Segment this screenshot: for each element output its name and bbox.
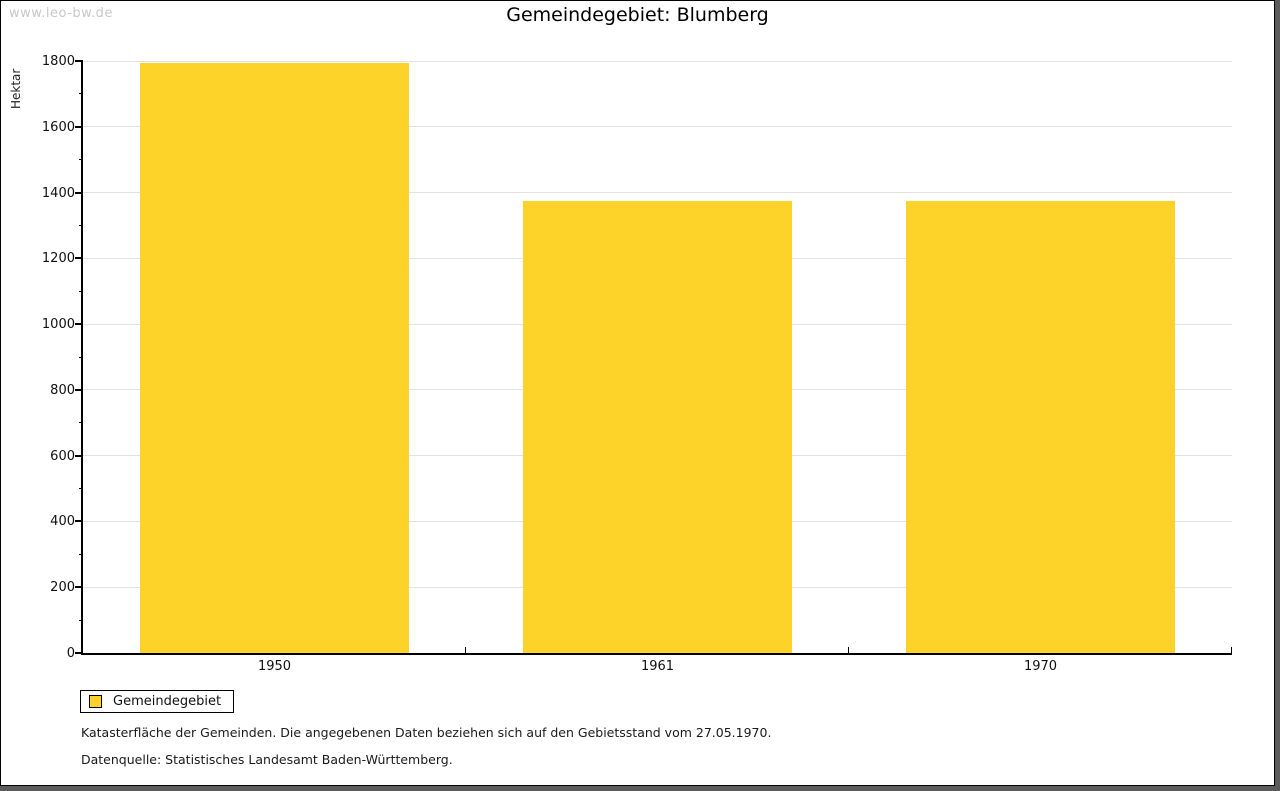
y-axis-major-tick [75, 454, 83, 457]
footnote-datenquelle: Datenquelle: Statistisches Landesamt Bad… [81, 752, 453, 767]
y-axis-tick-label: 1800 [41, 54, 75, 69]
y-axis-label: Hektar [9, 68, 23, 109]
watermark: www.leo-bw.de [9, 6, 113, 21]
y-gridline [83, 60, 1232, 62]
y-axis-tick-label: 600 [50, 448, 75, 464]
x-axis-tick-label: 1961 [640, 659, 675, 674]
y-axis-tick-label: 200 [50, 580, 75, 596]
y-axis-tick-label: 400 [50, 514, 75, 530]
x-axis-tick-label: 1950 [257, 659, 292, 674]
x-axis-line [81, 653, 1232, 655]
y-axis-tick-label: 1200 [41, 251, 75, 267]
legend-label: Gemeindegebiet [113, 694, 222, 709]
legend-box: Gemeindegebiet [80, 690, 235, 713]
x-axis-tick [465, 647, 466, 653]
y-axis-line [81, 61, 83, 653]
y-axis-major-tick [75, 257, 83, 260]
y-axis-tick-label: 1400 [41, 185, 75, 201]
chart-title: Gemeindegebiet: Blumberg [506, 4, 769, 26]
y-axis-tick-label: 1600 [41, 119, 75, 135]
footnote-gebietsstand: Katasterfläche der Gemeinden. Die angege… [81, 725, 772, 740]
y-axis-tick-label: 0 [66, 646, 75, 661]
y-axis-major-tick [75, 323, 83, 326]
y-axis-tick-label: 1000 [41, 317, 75, 333]
y-axis-major-tick [75, 125, 83, 128]
x-axis-tick [1231, 647, 1232, 653]
y-axis-major-tick [75, 60, 83, 62]
x-axis-tick-label: 1970 [1023, 659, 1058, 674]
y-axis-major-tick [75, 652, 83, 654]
y-axis-major-tick [75, 388, 83, 391]
legend-swatch [89, 695, 102, 708]
y-axis-major-tick [75, 586, 83, 589]
bar-1950 [140, 63, 409, 653]
y-axis-tick-label: 800 [50, 382, 75, 398]
bar-1961 [523, 201, 792, 653]
y-gridline [83, 126, 1232, 128]
y-axis-major-tick [75, 520, 83, 523]
x-axis-tick [848, 647, 849, 653]
y-gridline [83, 192, 1232, 194]
y-axis-major-tick [75, 191, 83, 194]
bar-1970 [906, 201, 1175, 653]
